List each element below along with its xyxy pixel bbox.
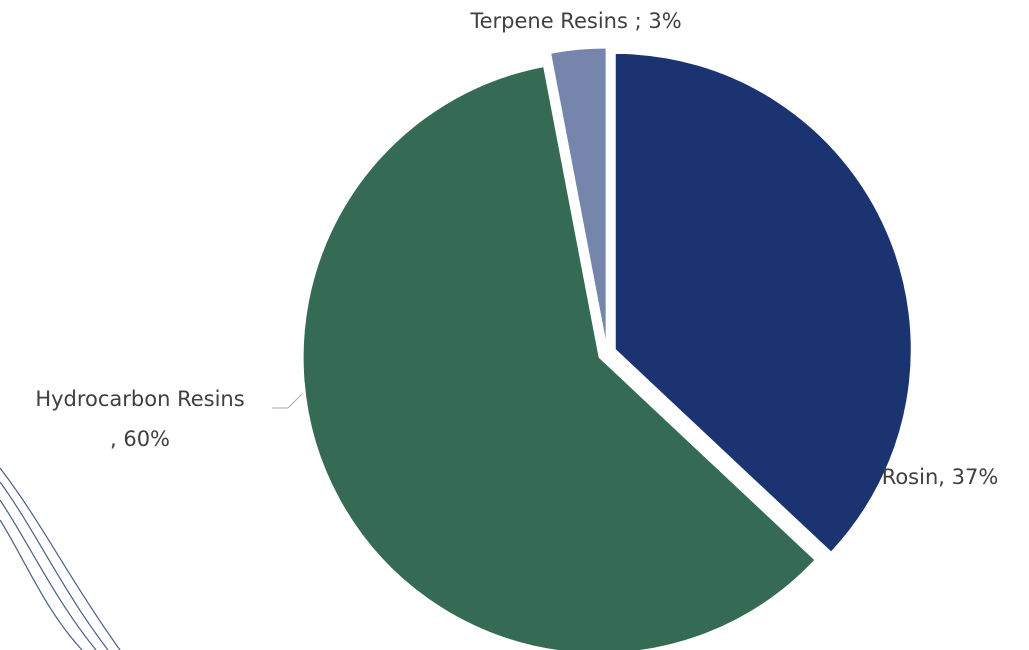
data-label: Rosin, 37% xyxy=(882,465,999,489)
pie-slice xyxy=(302,65,816,650)
data-label: Hydrocarbon Resins , 60% xyxy=(35,387,244,451)
decoration xyxy=(0,467,121,650)
leader-line xyxy=(287,393,303,409)
data-label-line: , 60% xyxy=(110,427,170,451)
pie-slice xyxy=(614,52,912,553)
pie-slice xyxy=(550,47,607,345)
data-label: Terpene Resins ; 3% xyxy=(469,9,681,33)
data-label-line: Hydrocarbon Resins xyxy=(35,387,244,411)
